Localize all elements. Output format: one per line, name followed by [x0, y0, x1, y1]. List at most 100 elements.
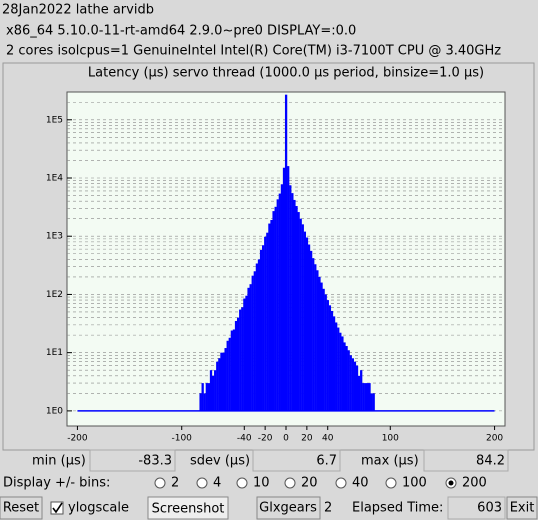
bar — [360, 370, 363, 411]
bar — [201, 383, 204, 411]
screenshot-label[interactable]: Screenshot — [152, 502, 225, 517]
bar — [251, 275, 254, 411]
reset-button[interactable] — [0, 496, 43, 520]
bar — [337, 327, 340, 411]
bar — [216, 361, 219, 411]
bar — [351, 358, 354, 411]
bar — [322, 288, 325, 411]
radio-button[interactable] — [154, 477, 166, 489]
radio-button[interactable] — [196, 477, 208, 489]
reset-label[interactable]: Reset — [3, 501, 39, 516]
system-info: x86_64 5.10.0-11-rt-amd64 2.9.0~pre0 DIS… — [6, 24, 356, 39]
bar — [222, 352, 225, 411]
radio-label[interactable]: 40 — [352, 476, 369, 491]
max-box — [423, 449, 509, 472]
bar — [270, 219, 273, 411]
bar — [234, 320, 238, 411]
radio-label[interactable]: 200 — [462, 476, 487, 491]
bar — [232, 329, 236, 411]
min-box — [89, 449, 176, 472]
bar — [355, 365, 359, 411]
bar — [241, 307, 244, 411]
bar — [262, 245, 265, 411]
bar — [320, 282, 323, 411]
bar — [278, 193, 281, 411]
radio-label[interactable]: 20 — [301, 476, 318, 491]
sdev-box — [252, 449, 341, 472]
bar — [245, 295, 248, 411]
y-tick-label: 1E5 — [46, 115, 63, 125]
y-tick-label: 1E3 — [46, 232, 63, 242]
exit-label[interactable]: Exit — [510, 501, 535, 516]
bar — [330, 310, 334, 411]
bar — [268, 223, 271, 411]
bar — [211, 375, 215, 411]
bar — [314, 264, 317, 411]
radio-label[interactable]: 4 — [213, 476, 221, 491]
y-tick-label: 1E1 — [46, 348, 63, 358]
bar — [243, 298, 246, 411]
glxgears-button[interactable] — [256, 496, 321, 520]
x-tick-label: -100 — [171, 434, 192, 444]
bar — [247, 287, 250, 411]
x-tick-label: 200 — [486, 434, 503, 444]
bar — [236, 317, 240, 411]
bar — [226, 340, 229, 411]
bar — [214, 370, 217, 411]
header-title: 28Jan2022 lathe arvidb — [2, 3, 154, 18]
bar — [293, 199, 296, 411]
x-tick-label: 0 — [283, 434, 289, 444]
bar — [264, 236, 267, 411]
radio-label[interactable]: 10 — [253, 476, 270, 491]
bar — [199, 393, 202, 411]
radio-dot — [448, 480, 454, 486]
bar — [274, 206, 277, 411]
bar — [239, 309, 242, 411]
screenshot-button[interactable] — [147, 496, 229, 520]
bar — [316, 270, 319, 411]
bar — [209, 370, 213, 411]
bar — [207, 383, 211, 411]
x-tick-label: 100 — [382, 434, 399, 444]
bar — [249, 284, 252, 411]
radio-button[interactable] — [284, 477, 296, 489]
elapsed-value: 603 — [477, 501, 502, 516]
glxgears-label[interactable]: Glxgears — [259, 501, 317, 516]
x-tick-label: -20 — [258, 434, 273, 444]
radio-label[interactable]: 100 — [402, 476, 427, 491]
bar — [326, 300, 329, 411]
bar — [280, 184, 284, 411]
bar — [228, 337, 231, 411]
bar — [297, 212, 300, 411]
max-value: 84.2 — [476, 454, 505, 469]
bar — [318, 276, 321, 411]
bar — [372, 393, 375, 411]
bar — [362, 383, 365, 411]
radio-button[interactable] — [385, 477, 397, 489]
bar — [305, 237, 309, 411]
bar — [276, 199, 279, 411]
bar — [335, 322, 338, 411]
bar — [343, 342, 346, 411]
x-tick-label: 20 — [301, 434, 313, 444]
bar — [257, 259, 261, 411]
cpu-info: 2 cores isolcpus=1 GenuineIntel Intel(R)… — [6, 44, 501, 59]
exit-button[interactable] — [506, 496, 538, 520]
bar — [230, 330, 234, 411]
radio-label[interactable]: 2 — [171, 476, 179, 491]
bar — [312, 258, 315, 411]
ylogscale-label[interactable]: ylogscale — [68, 501, 129, 516]
bar — [324, 294, 327, 411]
bar — [266, 232, 269, 411]
bar — [357, 375, 361, 411]
bar — [205, 383, 208, 411]
elapsed-box — [447, 496, 506, 520]
radio-button[interactable] — [236, 477, 248, 489]
bar — [309, 250, 313, 411]
bar — [255, 263, 259, 411]
check-mark — [52, 502, 63, 514]
glxgears-count: 2 — [324, 501, 332, 516]
radio-button[interactable] — [335, 477, 347, 489]
bar — [353, 361, 357, 411]
